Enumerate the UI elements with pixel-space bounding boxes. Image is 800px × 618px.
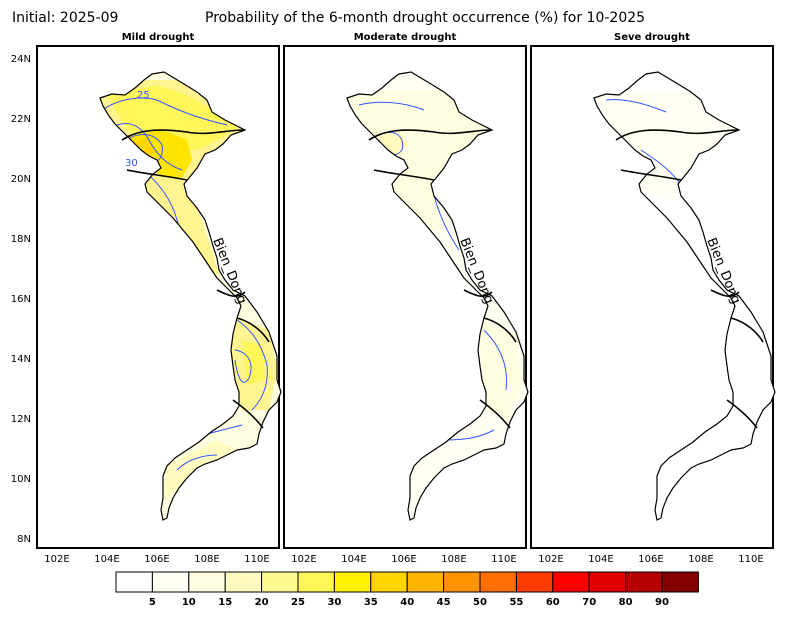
lon-tick-label: 108E — [441, 554, 466, 565]
panel-severe: Seve drought Bien_Dong — [530, 32, 776, 549]
colorbar-swatch — [261, 571, 299, 593]
colorbar-label: 10 — [182, 597, 196, 608]
lon-tick-label: 104E — [588, 554, 613, 565]
colorbar-swatch — [224, 571, 263, 593]
colorbar-swatch — [552, 571, 590, 593]
colorbar-label: 40 — [400, 597, 414, 608]
lon-tick-label: 104E — [341, 554, 366, 565]
lon-tick-label: 108E — [688, 554, 713, 565]
colorbar-label: 15 — [218, 597, 232, 608]
colorbar-swatch — [661, 571, 699, 593]
lat-tick-label: 24N — [11, 54, 31, 65]
colorbar-label: 20 — [255, 597, 269, 608]
figure-title: Probability of the 6-month drought occur… — [205, 10, 646, 26]
colorbar-swatch — [588, 571, 627, 593]
lat-tick-label: 20N — [11, 174, 31, 185]
colorbar-label: 30 — [327, 597, 341, 608]
lon-tick-label: 102E — [44, 554, 69, 565]
lon-tick-label: 110E — [244, 554, 269, 565]
lon-tick-label: 106E — [638, 554, 663, 565]
colorbar-label: 5 — [149, 597, 156, 608]
lat-tick-label: 18N — [11, 234, 31, 245]
longitude-axis-1: 102E 104E 106E 108E 110E — [44, 554, 269, 565]
probability-fill — [594, 90, 736, 200]
lat-tick-label: 16N — [11, 294, 31, 305]
lat-tick-label: 14N — [11, 354, 31, 365]
colorbar-swatch — [333, 571, 372, 593]
colorbar-swatch — [443, 571, 481, 593]
colorbar: 5 10 15 20 25 30 35 40 45 50 55 60 70 80 90 — [115, 571, 699, 608]
lon-tick-label: 106E — [391, 554, 416, 565]
contour-label: 25 — [137, 90, 150, 101]
region-boundaries — [615, 129, 764, 429]
panel-moderate: Moderate drought Bien_Dong — [283, 32, 529, 549]
colorbar-label: 60 — [546, 597, 560, 608]
colorbar-label: 90 — [655, 597, 669, 608]
lon-tick-label: 108E — [194, 554, 219, 565]
colorbar-swatch — [406, 571, 445, 593]
colorbar-label: 55 — [509, 597, 523, 608]
region-boundaries — [368, 129, 517, 429]
colorbar-label: 45 — [437, 597, 451, 608]
panel-title: Mild drought — [122, 32, 195, 43]
lon-tick-label: 102E — [538, 554, 563, 565]
lon-tick-label: 102E — [291, 554, 316, 565]
panel-title: Moderate drought — [354, 32, 457, 43]
longitude-axis-3: 102E 104E 106E 108E 110E — [538, 554, 763, 565]
initial-date-label: Initial: 2025-09 — [12, 10, 119, 26]
lat-tick-label: 12N — [11, 414, 31, 425]
colorbar-swatch — [297, 571, 335, 593]
lat-tick-label: 8N — [17, 534, 31, 545]
lon-tick-label: 104E — [94, 554, 119, 565]
colorbar-swatch — [151, 571, 190, 593]
lon-tick-label: 106E — [144, 554, 169, 565]
colorbar-label: 50 — [473, 597, 487, 608]
colorbar-label: 25 — [291, 597, 305, 608]
contour-label: 30 — [125, 158, 138, 169]
lon-tick-label: 110E — [491, 554, 516, 565]
colorbar-label: 80 — [619, 597, 633, 608]
colorbar-swatch — [515, 571, 554, 593]
panel-mild: Mild drought 25 30 — [36, 32, 282, 549]
lat-tick-label: 22N — [11, 114, 31, 125]
colorbar-swatch — [115, 571, 153, 593]
colorbar-swatch — [188, 571, 226, 593]
longitude-axis-2: 102E 104E 106E 108E 110E — [291, 554, 516, 565]
colorbar-label: 70 — [582, 597, 596, 608]
colorbar-label: 35 — [364, 597, 378, 608]
panel-title: Seve drought — [614, 32, 690, 43]
colorbar-swatch — [625, 571, 663, 593]
colorbar-swatch — [370, 571, 408, 593]
latitude-axis: 24N 22N 20N 18N 16N 14N 12N 10N 8N — [11, 54, 31, 545]
lat-tick-label: 10N — [11, 474, 31, 485]
lon-tick-label: 110E — [738, 554, 763, 565]
colorbar-swatch — [479, 571, 517, 593]
